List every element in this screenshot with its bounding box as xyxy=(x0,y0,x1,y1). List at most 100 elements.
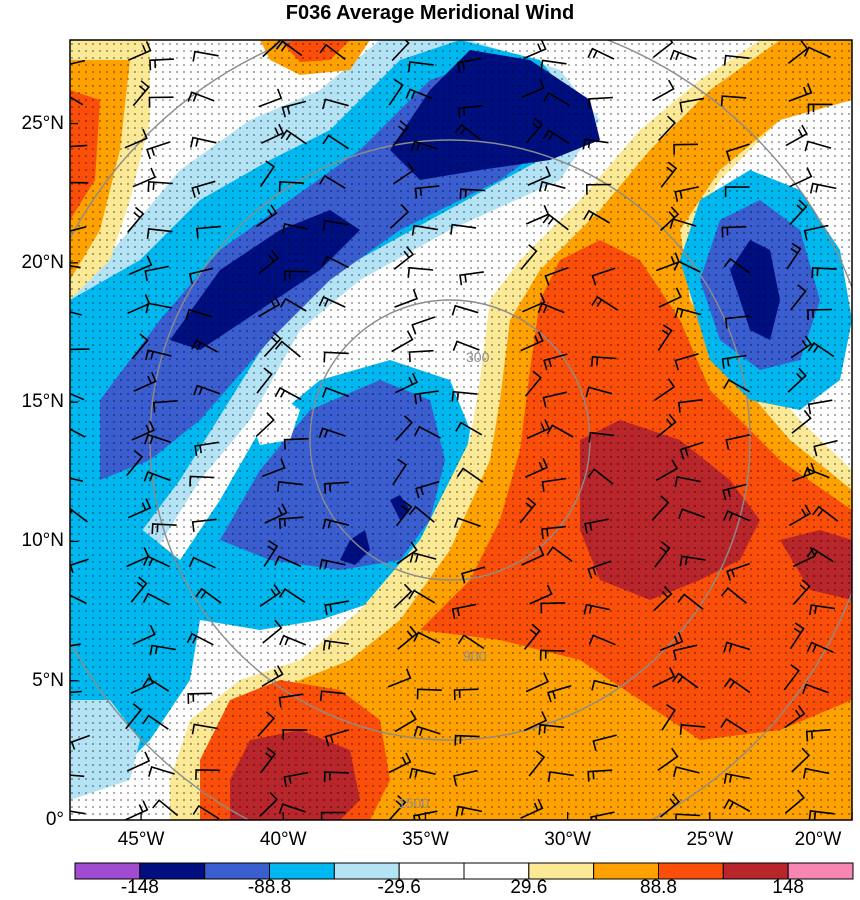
wind-barb xyxy=(674,476,701,487)
wind-barb xyxy=(547,771,574,783)
wind-field xyxy=(70,40,852,820)
wind-barb xyxy=(669,218,697,229)
wind-barb xyxy=(542,213,569,231)
wind-barb xyxy=(132,80,150,107)
wind-barb xyxy=(397,625,418,650)
wind-barb xyxy=(145,302,172,314)
wind-barb xyxy=(70,643,81,647)
wind-barb xyxy=(652,667,676,688)
wind-barb xyxy=(789,167,813,188)
wind-barb xyxy=(280,129,308,145)
wind-barb xyxy=(451,390,478,402)
wind-barb xyxy=(408,349,434,363)
wind-barb xyxy=(523,40,547,60)
wind-barb xyxy=(274,340,301,358)
wind-barb xyxy=(70,95,84,106)
wind-barb xyxy=(792,579,811,605)
wind-barb xyxy=(720,586,748,604)
wind-barb xyxy=(453,769,478,786)
wind-barb xyxy=(262,619,283,644)
wind-barb xyxy=(787,40,809,65)
wind-barb xyxy=(724,315,750,329)
wind-barb xyxy=(146,141,171,160)
wind-barb xyxy=(394,372,419,394)
wind-barb xyxy=(806,641,834,654)
colorbar-label: -29.6 xyxy=(377,877,421,898)
lat-label: 5°N xyxy=(32,669,64,691)
wind-barb xyxy=(144,265,169,282)
wind-barb xyxy=(409,551,437,563)
wind-barb xyxy=(189,475,215,487)
colorbar-label: 148 xyxy=(772,877,804,898)
wind-barb xyxy=(323,351,349,363)
wind-barb xyxy=(192,804,220,820)
wind-barb xyxy=(659,793,681,818)
wind-barb xyxy=(726,562,751,582)
wind-barb xyxy=(145,349,172,361)
wind-barb xyxy=(721,354,747,370)
wind-barb xyxy=(132,624,156,646)
wind-barb xyxy=(133,371,157,392)
lon-label: 25°W xyxy=(686,829,734,850)
wind-barb xyxy=(283,270,309,282)
wind-barb xyxy=(255,412,275,437)
wind-barb xyxy=(672,766,700,777)
wind-barb xyxy=(70,59,86,65)
wind-barb xyxy=(542,92,570,106)
axis-ticks xyxy=(70,122,853,821)
wind-barb xyxy=(259,791,279,817)
wind-barb xyxy=(590,355,617,367)
wind-barb xyxy=(70,264,81,269)
wind-barb xyxy=(587,769,613,782)
wind-barb xyxy=(788,504,812,527)
wind-barb xyxy=(405,88,433,100)
wind-barb xyxy=(804,140,832,152)
wind-barb xyxy=(784,789,806,814)
wind-barb xyxy=(191,180,216,198)
wind-barb xyxy=(807,308,832,321)
wind-barb xyxy=(259,584,281,608)
wind-barb xyxy=(661,704,677,731)
wind-barb xyxy=(281,100,307,118)
wind-barb xyxy=(652,40,674,58)
wind-barb xyxy=(278,587,306,603)
wind-barb xyxy=(275,40,303,57)
wind-barb xyxy=(524,370,542,397)
wind-barb xyxy=(541,525,566,540)
wind-barb xyxy=(679,97,705,113)
wind-barb xyxy=(274,386,302,401)
wind-barb xyxy=(659,632,684,652)
wind-barb xyxy=(456,467,484,483)
wind-barb xyxy=(318,427,346,439)
wind-barb xyxy=(723,772,751,784)
wind-barb xyxy=(453,688,479,701)
wind-barb xyxy=(413,390,439,405)
wind-barb xyxy=(451,603,477,620)
wind-barb xyxy=(671,672,699,689)
wind-barb xyxy=(279,297,307,312)
wind-barb xyxy=(387,668,412,688)
wind-barb xyxy=(70,144,88,148)
wind-barb xyxy=(151,523,177,535)
wind-barb xyxy=(802,683,829,695)
wind-barb xyxy=(196,225,221,239)
wind-barb xyxy=(410,140,438,152)
wind-barb xyxy=(188,556,216,569)
wind-barb xyxy=(263,331,282,358)
wind-barb xyxy=(537,302,565,314)
wind-barb xyxy=(188,267,214,284)
wind-barb xyxy=(679,724,706,735)
wind-barb xyxy=(802,767,830,779)
wind-barb xyxy=(674,353,699,371)
wind-barb xyxy=(260,123,285,144)
wind-barb xyxy=(583,209,611,224)
wind-barb xyxy=(525,672,549,693)
wind-barb xyxy=(454,734,480,746)
wind-barb xyxy=(544,267,569,286)
wind-barb xyxy=(812,505,839,522)
wind-barb xyxy=(152,400,178,413)
wind-barb xyxy=(263,540,279,567)
wind-barb xyxy=(393,583,413,609)
wind-barb xyxy=(142,555,171,568)
wind-barb xyxy=(411,316,436,335)
